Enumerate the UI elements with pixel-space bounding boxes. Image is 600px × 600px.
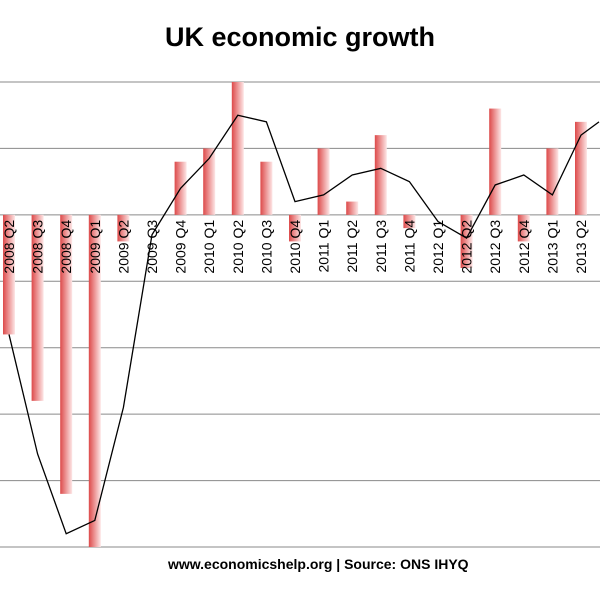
bar [260,161,273,215]
category-label: 2013 Q2 [573,220,589,274]
bar [403,214,416,229]
bar [489,108,502,215]
bar [231,82,244,215]
bar [517,214,530,242]
bar [88,214,101,547]
category-label: 2011 Q1 [316,220,332,273]
category-label: 2012 Q3 [487,220,503,274]
bar [117,214,130,242]
category-label: 2009 Q4 [173,220,189,274]
category-label: 2010 Q1 [201,220,217,274]
category-label: 2008 Q3 [30,220,46,274]
bar [374,135,387,215]
category-label: 2010 Q4 [287,220,303,274]
bar-series [3,82,587,547]
category-label: 2012 Q4 [516,220,532,274]
category-label: 2011 Q2 [344,220,360,273]
bar [3,214,15,335]
bar [346,201,359,215]
trend-line-series [8,114,600,535]
bar [317,148,330,215]
category-label: 2008 Q2 [1,220,17,274]
category-label: 2012 Q1 [430,220,446,274]
bar [31,214,44,401]
bar [546,148,559,215]
category-label: 2009 Q1 [87,220,103,274]
category-label: 2008 Q4 [58,220,74,274]
bar [203,148,216,215]
category-label: 2011 Q4 [401,220,417,273]
bar [460,214,473,268]
chart-title: UK economic growth [164,22,435,52]
category-label: 2013 Q1 [544,220,560,274]
category-label: 2010 Q3 [258,220,274,274]
category-label: 2009 Q3 [144,220,160,274]
category-label: 2009 Q2 [115,220,131,274]
bar [575,121,587,215]
bar [60,214,73,494]
source-note: www.economicshelp.org | Source: ONS IHYQ [168,556,469,572]
trend-line [8,114,600,535]
category-label: 2012 Q2 [459,220,475,274]
bar [289,214,301,242]
category-label: 2011 Q3 [373,220,389,273]
category-label: 2010 Q2 [230,220,246,274]
category-labels: 2008 Q2 2008 Q3 2008 Q4 2009 Q1 2009 Q2 2009 … [1,220,589,274]
